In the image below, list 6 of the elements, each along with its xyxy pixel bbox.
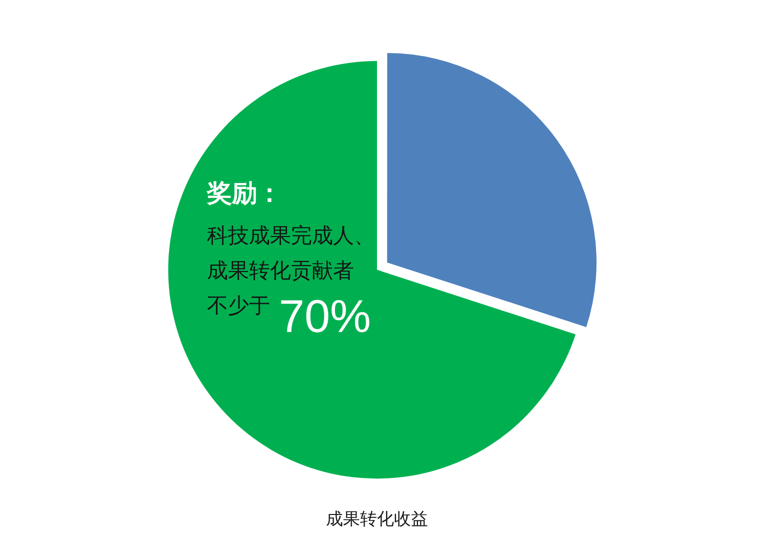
text: 成果转化收益 [326, 509, 428, 528]
text: 科技成果完成人、 [206, 224, 375, 248]
text: 不少于 [206, 294, 270, 318]
text: 成果转化贡献者 [206, 260, 354, 283]
data-label: 70% [278, 290, 371, 342]
text: 奖励： [206, 180, 282, 208]
